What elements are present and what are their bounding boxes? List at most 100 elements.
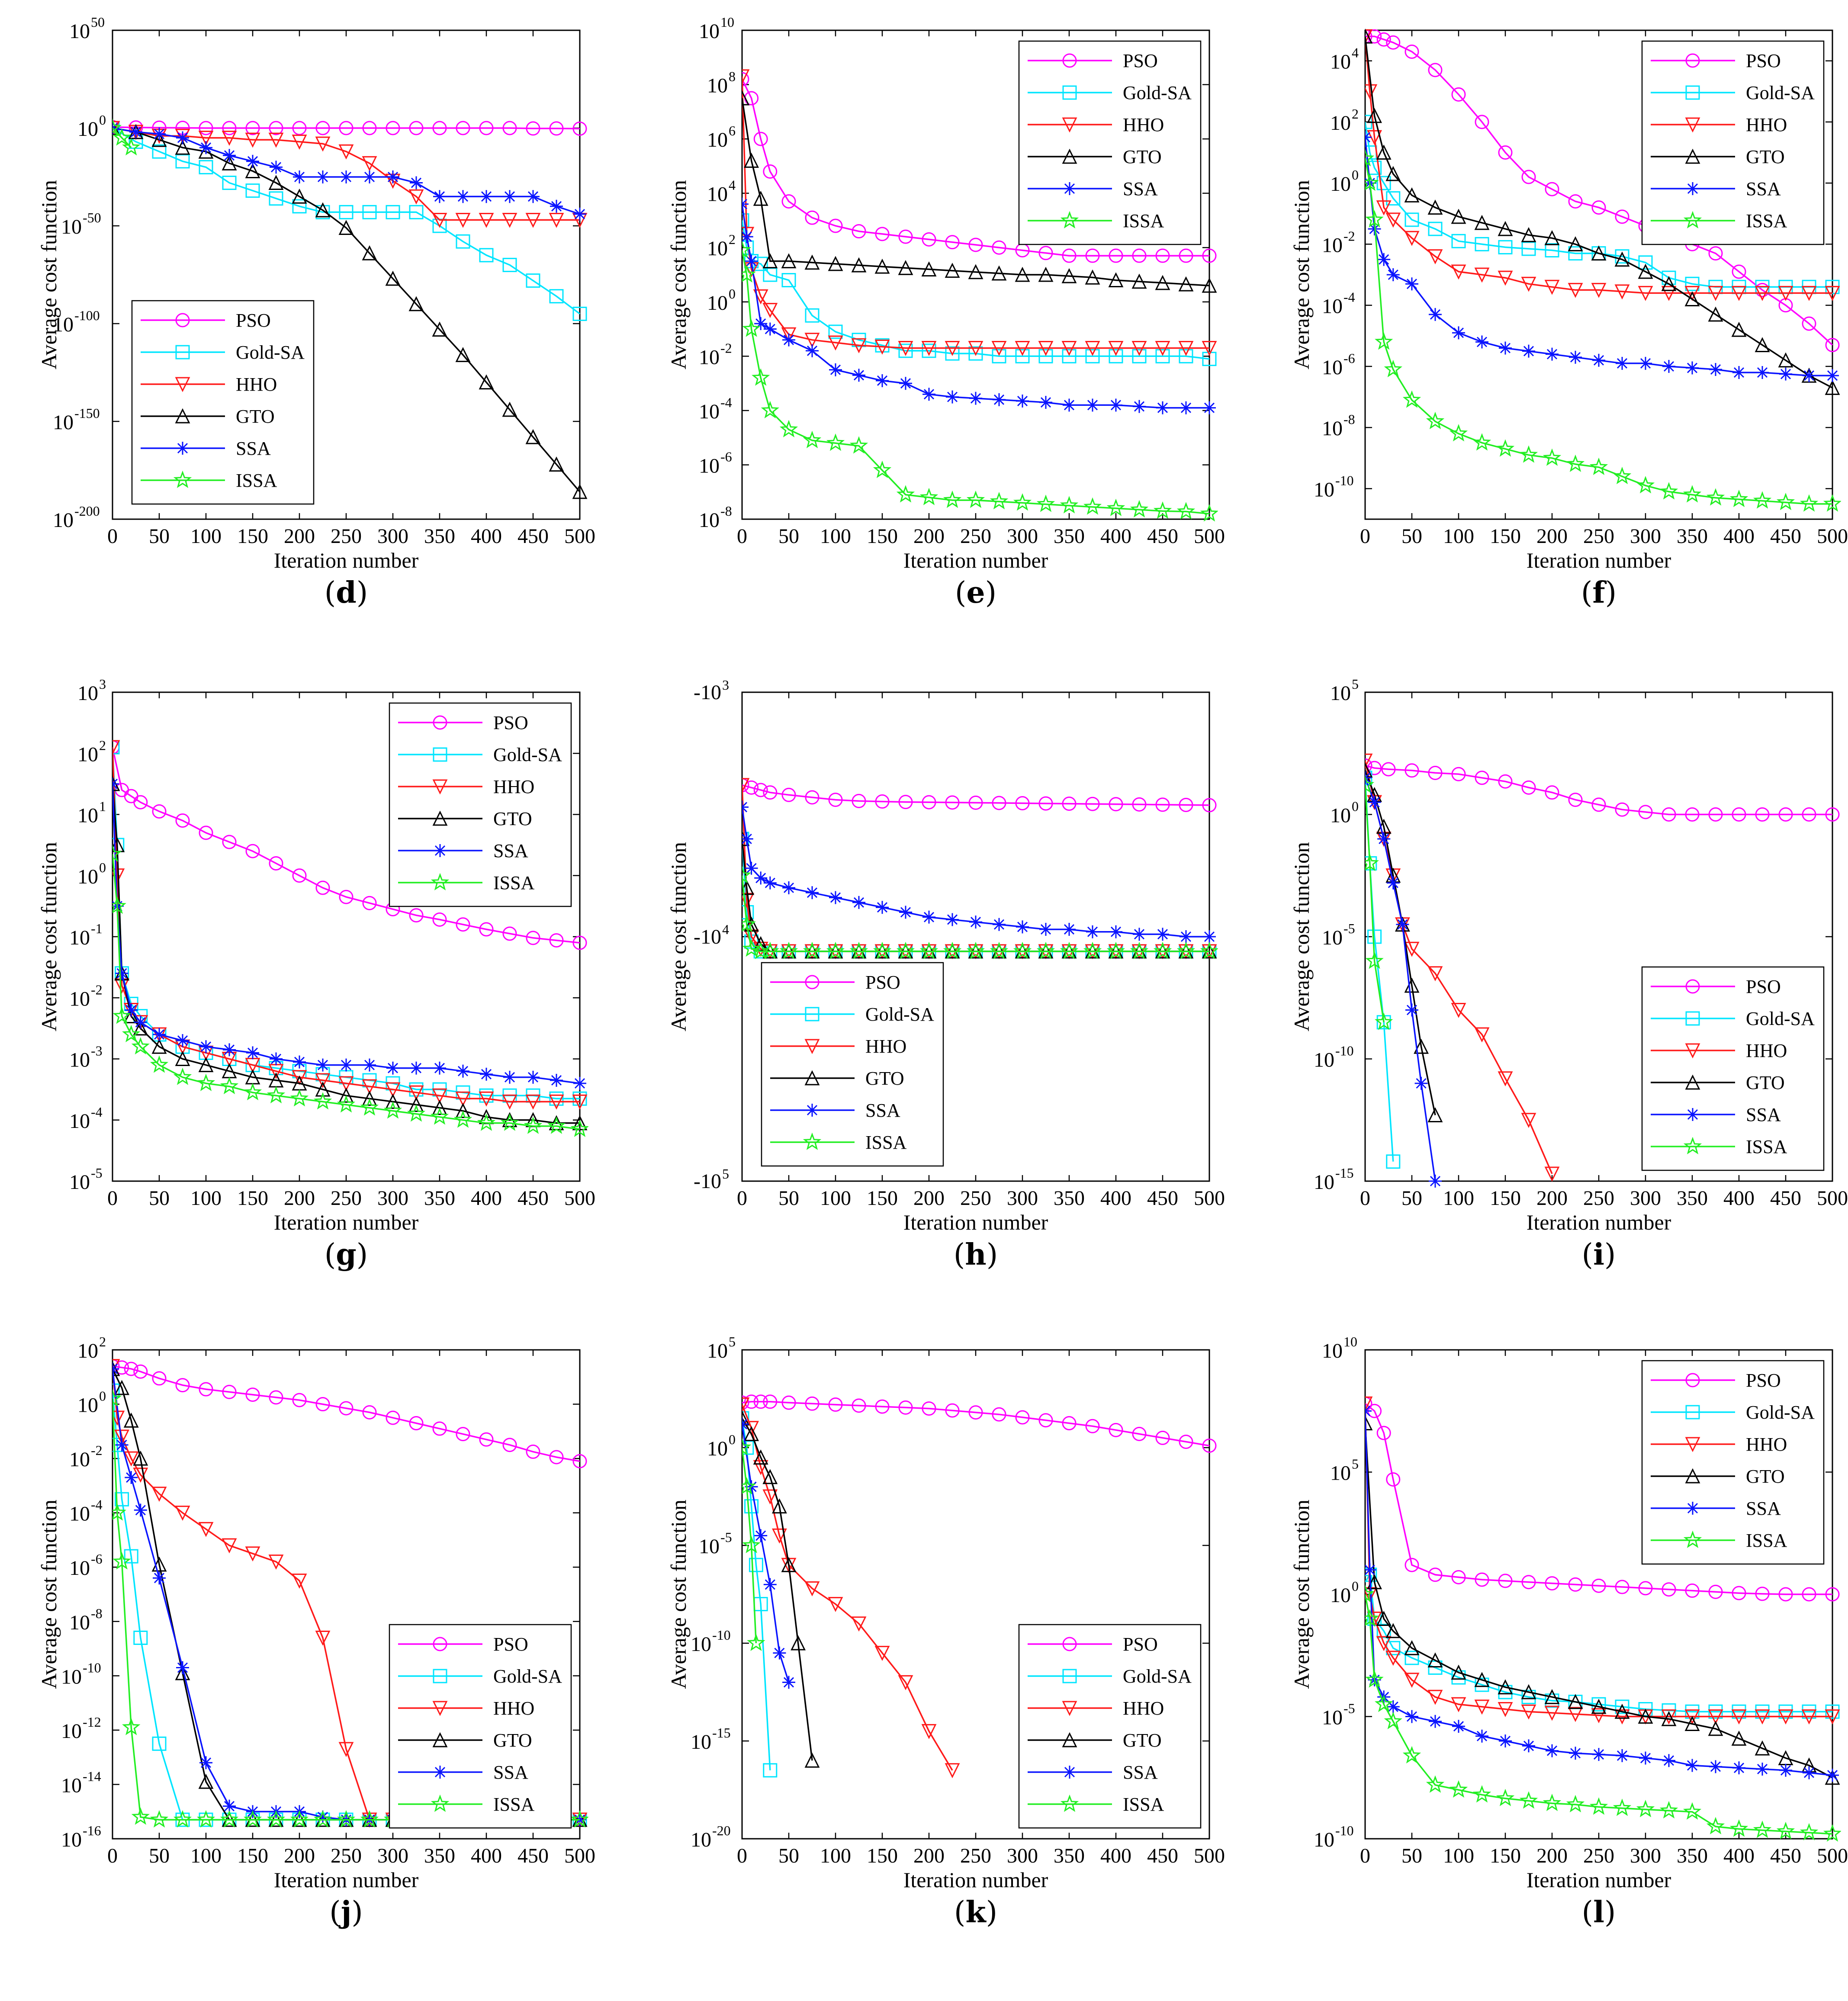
data-point [1085, 797, 1100, 811]
x-tick-label: 100 [1443, 525, 1474, 548]
data-point [1367, 929, 1382, 944]
legend-label: HHO [865, 1036, 906, 1057]
data-point [315, 121, 330, 135]
data-point [1402, 390, 1421, 408]
data-point [1686, 361, 1699, 375]
data-point [1451, 264, 1466, 280]
data-point [433, 190, 446, 203]
y-tick-label: 10 [77, 118, 98, 141]
x-tick-label: 350 [424, 525, 455, 548]
data-point [1428, 63, 1443, 77]
data-point [360, 1098, 379, 1116]
y-tick-label: 10 [1322, 234, 1343, 257]
data-point [315, 1081, 331, 1097]
y-tick-exponent: -3 [91, 1043, 103, 1059]
data-point [945, 346, 960, 361]
data-point [805, 210, 820, 225]
data-point [781, 273, 796, 288]
data-point [1592, 353, 1605, 367]
data-point [1591, 245, 1607, 261]
data-point [1178, 276, 1194, 292]
x-tick-label: 100 [820, 1844, 851, 1867]
legend-marker [1685, 1074, 1700, 1090]
data-point [1414, 1077, 1428, 1090]
data-point [753, 936, 768, 951]
panel-caption: (d) [324, 575, 368, 610]
data-point [1015, 1410, 1030, 1425]
data-point [1386, 1154, 1401, 1169]
data-point [549, 212, 564, 228]
data-point [1732, 1704, 1746, 1719]
data-point [1568, 194, 1583, 209]
data-point [269, 121, 283, 135]
legend-marker [1683, 211, 1702, 229]
data-point [1686, 1759, 1699, 1772]
data-point [1451, 234, 1466, 248]
data-point [246, 1046, 259, 1060]
legend-box [761, 962, 944, 1167]
data-point [270, 1052, 283, 1066]
data-point [245, 163, 260, 178]
series-ssa [112, 122, 586, 221]
y-tick-label: 10 [61, 1720, 82, 1743]
legend-marker [1062, 148, 1077, 164]
data-point [1202, 1438, 1217, 1453]
data-point [968, 238, 983, 252]
legend-label: HHO [493, 776, 534, 797]
data-point [1109, 925, 1122, 938]
legend-label: HHO [1746, 114, 1787, 135]
data-point [1015, 341, 1030, 356]
data-point [573, 207, 586, 221]
x-tick-label: 0 [1360, 1844, 1370, 1867]
data-point [1202, 798, 1217, 813]
series-line [742, 1418, 813, 1761]
data-point [408, 1085, 424, 1101]
data-point [1472, 1785, 1491, 1803]
legend-label: Gold-SA [1746, 1402, 1815, 1423]
data-point [1498, 1685, 1513, 1699]
data-point [781, 253, 797, 269]
data-point [1568, 1694, 1583, 1709]
panel-caption: (g) [324, 1237, 368, 1272]
data-point [761, 941, 779, 959]
data-point [922, 232, 936, 247]
data-point [1800, 1823, 1819, 1840]
data-point [1452, 1720, 1465, 1733]
y-axis-label: Average cost function [37, 842, 61, 1031]
legend-marker [1685, 1011, 1700, 1026]
legend-marker [1685, 148, 1700, 164]
x-tick-label: 250 [331, 1844, 362, 1867]
data-point [1615, 802, 1629, 817]
data-point [1202, 277, 1217, 293]
data-point [968, 264, 983, 279]
data-point [1545, 182, 1559, 196]
data-point [525, 429, 541, 444]
data-point [1203, 930, 1216, 943]
data-point [852, 793, 866, 808]
data-point [1376, 200, 1392, 215]
y-tick-exponent: -15 [1335, 1165, 1354, 1181]
series-issa [112, 118, 141, 156]
data-point [1109, 797, 1123, 812]
legend-marker [1685, 53, 1700, 68]
series-ssa [112, 777, 586, 1090]
data-point [1475, 237, 1489, 251]
legend-label: Gold-SA [865, 1004, 934, 1025]
data-point [742, 69, 750, 85]
series-line [1365, 1572, 1832, 1712]
data-point [112, 896, 126, 914]
x-tick-label: 0 [1360, 525, 1370, 548]
data-point [407, 1104, 426, 1122]
data-point [826, 433, 845, 451]
data-point [1778, 352, 1793, 368]
data-point [1543, 448, 1562, 466]
y-tick-exponent: 2 [1352, 106, 1359, 122]
data-point [1801, 286, 1817, 301]
data-point [1376, 32, 1391, 47]
data-point [199, 1040, 212, 1053]
legend-marker [805, 1007, 820, 1021]
data-point [1404, 212, 1419, 227]
data-point [1180, 930, 1192, 943]
x-tick-label: 0 [1360, 1187, 1370, 1210]
legend: PSO Gold-SA HHO GTO SSA ISSA [1018, 1624, 1202, 1829]
